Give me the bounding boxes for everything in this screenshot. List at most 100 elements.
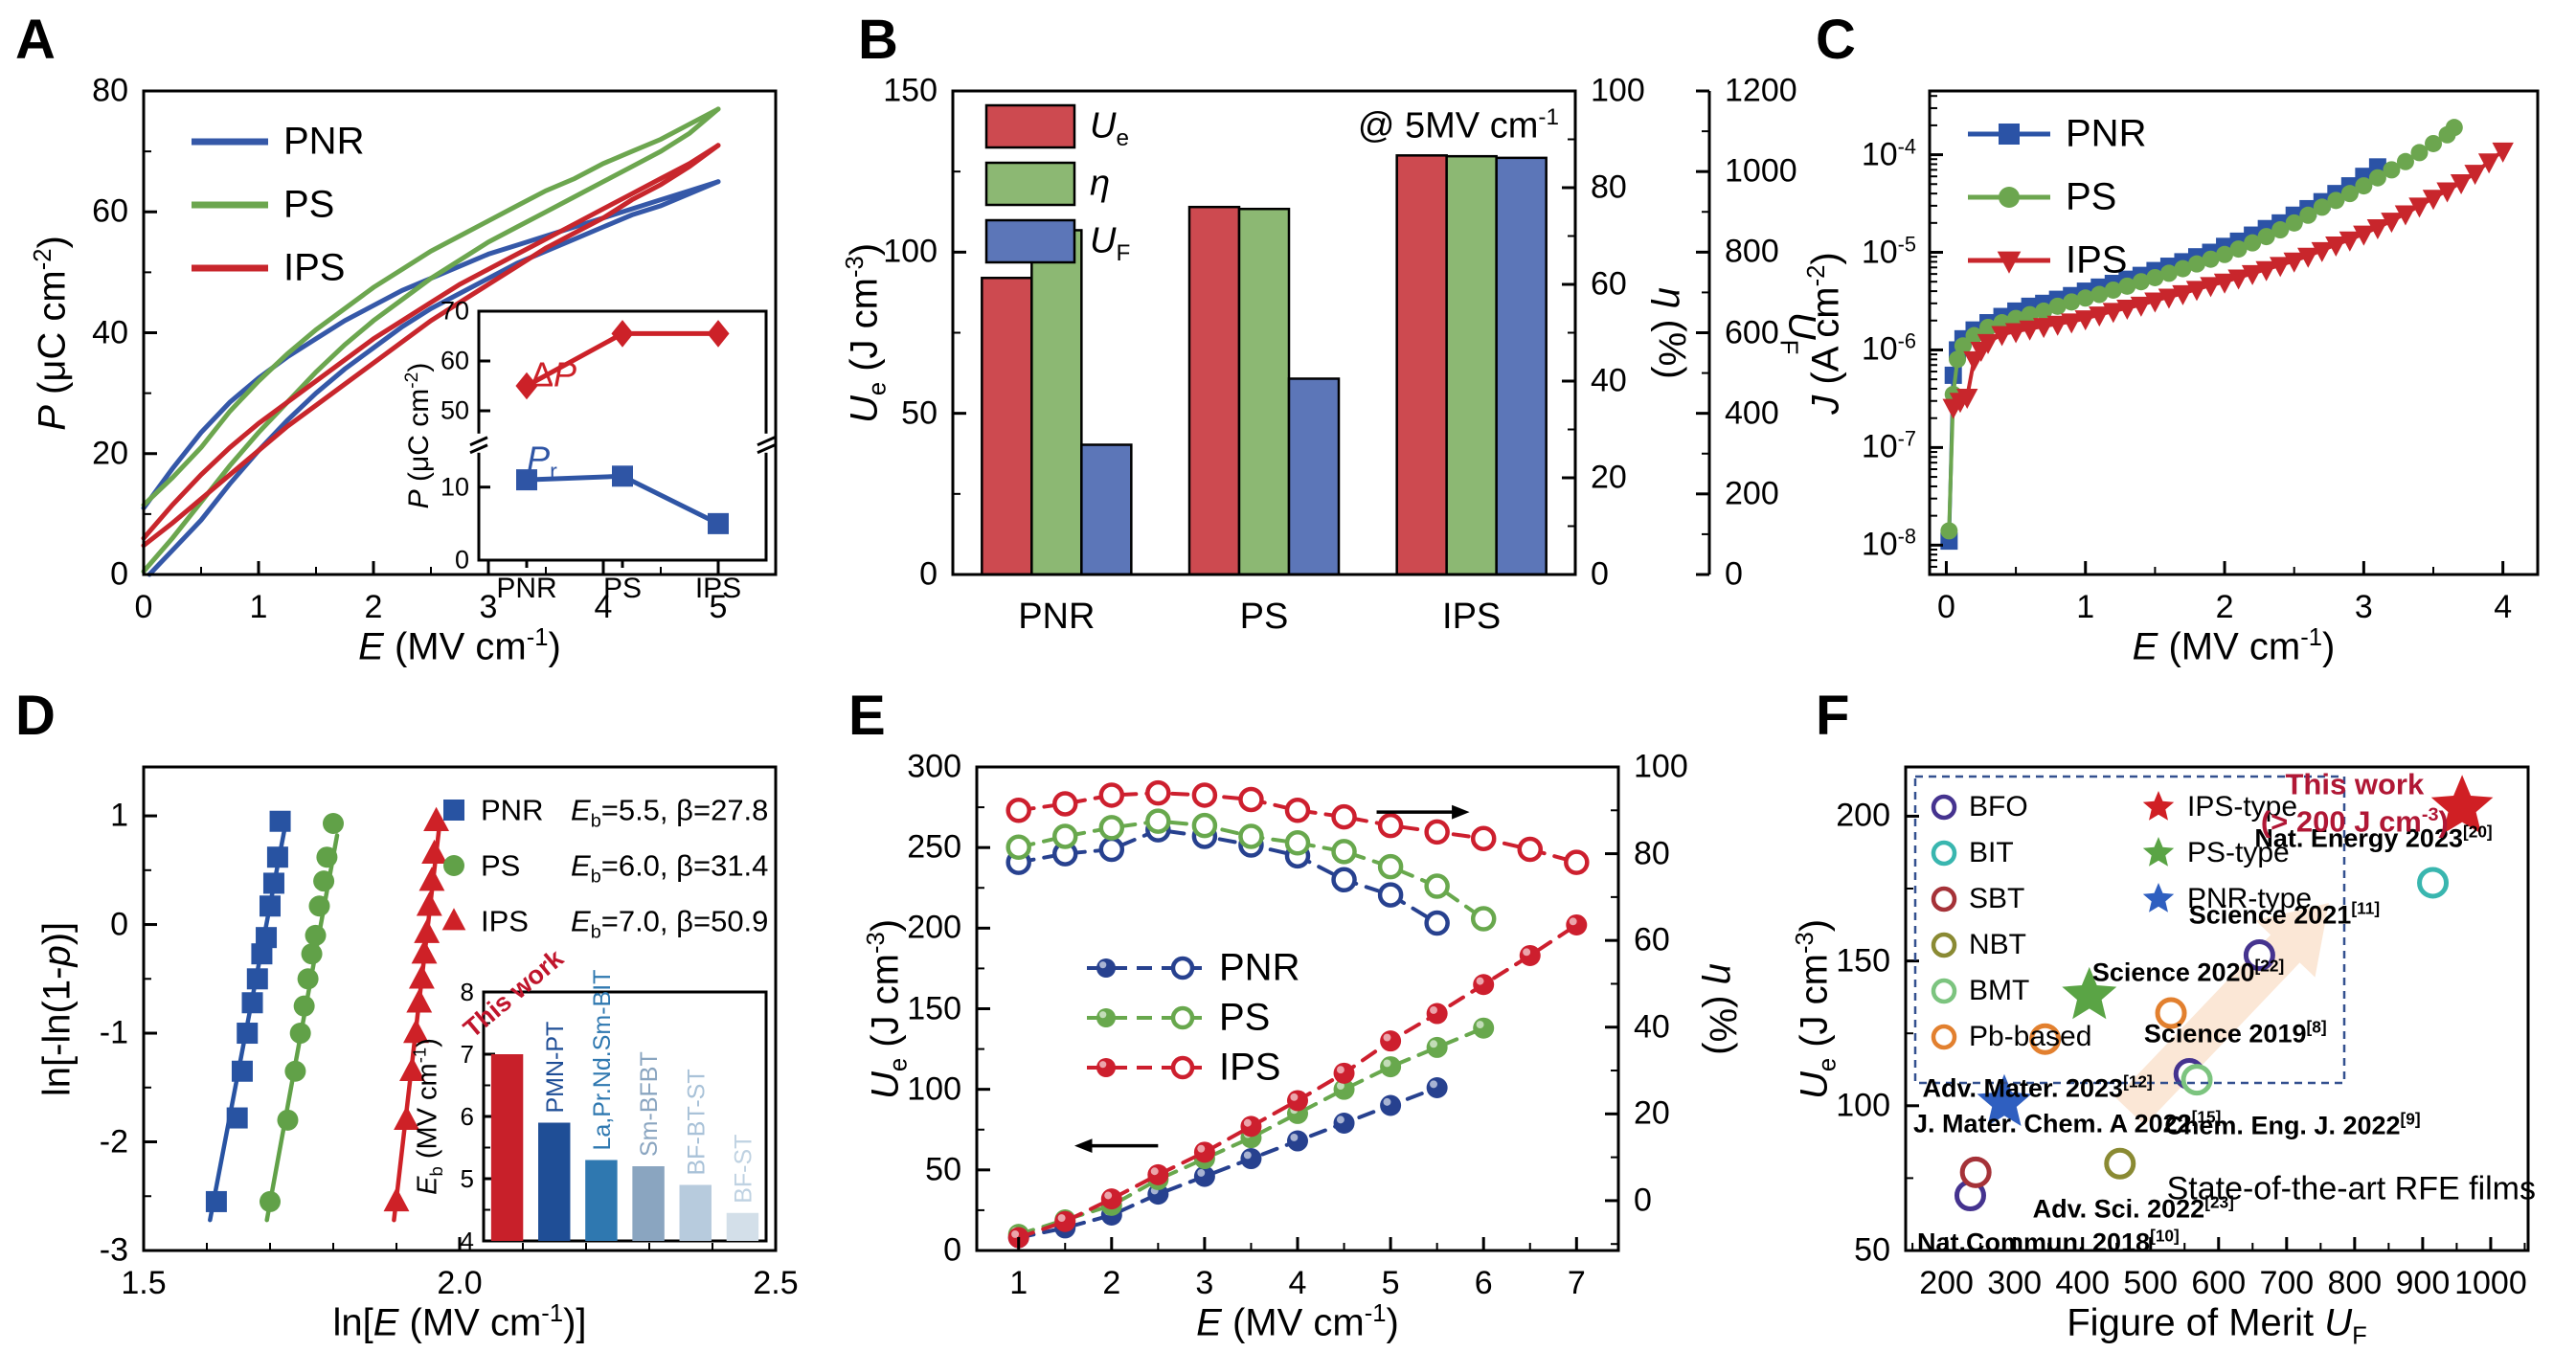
x-tick-label: 1 (249, 589, 268, 625)
legend-label: PNR (1219, 946, 1300, 989)
x-tick-label: 3 (1195, 1265, 1214, 1301)
legend-label: η (1090, 163, 1111, 204)
panel-letter-E: E (848, 685, 886, 747)
x-tick-label: 7 (1567, 1265, 1586, 1301)
y-tick-label: -3 (99, 1231, 128, 1269)
annotation: @ 5MV cm-1 (1357, 103, 1559, 146)
y-tick-label: 10-4 (1861, 133, 1916, 173)
y-axis-title: Ue (J cm-3) (863, 918, 913, 1099)
x-tick-label: 0 (1936, 589, 1955, 625)
inset-bar (726, 1212, 759, 1241)
inset-bar (679, 1184, 712, 1241)
y-tick-label: 0 (943, 1231, 961, 1269)
legend-detail: Eb=5.5, β=27.8 (571, 793, 769, 832)
point-SBT (1959, 1156, 1992, 1188)
x-tick-label: 4 (594, 589, 613, 625)
y-tick-label: 600 (1725, 314, 1779, 351)
chart-area-D: This work PMN-PT La,Pr.Nd.Sm-BIT Sm-BFBT BF-… (0, 676, 843, 1352)
y-tick-label: 80 (1591, 169, 1627, 206)
y-tick-label: 200 (907, 909, 961, 946)
legend-label: Pb-based (1969, 1020, 2092, 1052)
legend-name: IPS (481, 904, 529, 938)
chart-area-C: 0 1 2 3 4 10-8 10-7 10-6 10-5 10-4 E (MV cm-1) J (A… (1762, 0, 2576, 676)
x-tick-label: 800 (2327, 1265, 2383, 1301)
bars (951, 89, 1711, 576)
y-tick-label: 80 (92, 72, 128, 109)
chart-svg-F (1904, 765, 2530, 1252)
legend-label: IPS (283, 246, 346, 289)
y-tick-label: 50 (925, 1151, 961, 1188)
x-axis-title: E (MV cm-1) (358, 624, 561, 668)
inset-y-tick: 4 (460, 1226, 474, 1255)
x-tick-label: 2 (1102, 1265, 1121, 1301)
y-tick-label: 50 (1854, 1231, 1890, 1269)
y-tick-label: 0 (1725, 555, 1743, 593)
inset-bar (632, 1166, 665, 1241)
series-PS (260, 813, 344, 1212)
point-BIT (2417, 867, 2450, 899)
y-tick-label: 10-8 (1861, 524, 1916, 563)
y2-tick-label: 40 (1634, 1008, 1670, 1046)
y-tick-label: 0 (919, 555, 938, 593)
x-tick-label: 500 (2123, 1265, 2179, 1301)
series-PS-discharge (141, 106, 721, 507)
point-IPS-type (2430, 775, 2494, 834)
bar-PS (1287, 377, 1341, 576)
point-BMT (2181, 1064, 2213, 1096)
x-axis-title: Figure of Merit UF (2067, 1301, 2367, 1350)
point-label: Nat. Energy 2023[20] (2254, 822, 2493, 853)
legend-label: PNR (2066, 112, 2147, 155)
axes (1928, 89, 2540, 576)
inset-y-tick: 10 (440, 472, 469, 502)
legend-label: PS-type (2187, 836, 2290, 868)
plot-data (1940, 119, 2514, 551)
legend-label: UF (1090, 220, 1131, 267)
category-label: PNR (1018, 597, 1096, 637)
y-tick-label: 0 (110, 555, 128, 593)
y-tick-label: 10-6 (1861, 328, 1916, 369)
point-BFO (2243, 939, 2275, 972)
point-label: J. Mater. Chem. A 2022[15] (1913, 1107, 2222, 1138)
legend (441, 800, 466, 931)
y-axis-title: P (μC cm-2) (30, 235, 74, 431)
panel-letter-A: A (15, 9, 56, 71)
x-axis-title: E (MV cm-1) (2132, 624, 2336, 668)
inset-cat-label: PS (602, 573, 643, 604)
y2-axis-title: η (%) (1650, 286, 1693, 379)
category-label: PS (1239, 597, 1289, 637)
x-tick-label: 3 (479, 589, 498, 625)
axes (975, 765, 1620, 1252)
point-Pb-based (2029, 1023, 2062, 1055)
legend-name: PNR (481, 793, 544, 827)
x-tick-label: 6 (1474, 1265, 1493, 1301)
panel-C: C 0 1 2 3 4 10-8 10-7 10-6 10-5 10-4 E (MV cm-1) J … (1762, 0, 2576, 676)
trend-arrow (2115, 903, 2329, 1126)
bar-PS (1237, 207, 1291, 576)
legend-label: BIT (1969, 836, 2014, 868)
legend-label: SBT (1969, 882, 2025, 914)
point-Pb-based (2155, 997, 2187, 1029)
plot-data (141, 106, 721, 577)
arrow (1074, 1138, 1159, 1153)
legend-label: PS (2066, 175, 2117, 218)
inset-y-axis-title: P (μC cm-2) (401, 362, 435, 509)
x-tick-label: 1000 (2454, 1265, 2527, 1301)
x-tick-label: 4 (2494, 589, 2513, 625)
x-tick-label: 5 (709, 589, 728, 625)
x-tick-label: 2 (2215, 589, 2234, 625)
panel-letter-C: C (1816, 9, 1856, 71)
inset-bar-label: La,Pr.Nd.Sm-BIT (589, 970, 616, 1151)
y-tick-label: 400 (1725, 394, 1779, 432)
y-tick-label: 50 (901, 394, 938, 432)
bar-IPS (1395, 154, 1448, 576)
series-eta-IPS (1006, 779, 1590, 875)
y-tick-label: 100 (1836, 1087, 1890, 1124)
point-label: Science 2019[8] (2143, 1016, 2327, 1048)
panel-F: F Nat.Commun. 2018[10] J. Mater. Chem. A … (1762, 676, 2576, 1352)
series-IPS-discharge (141, 143, 721, 541)
chart-area-F: Nat.Commun. 2018[10] J. Mater. Chem. A 20… (1762, 676, 2576, 1352)
inset-y-tick: 5 (460, 1163, 474, 1193)
x-tick-label: 700 (2259, 1265, 2315, 1301)
